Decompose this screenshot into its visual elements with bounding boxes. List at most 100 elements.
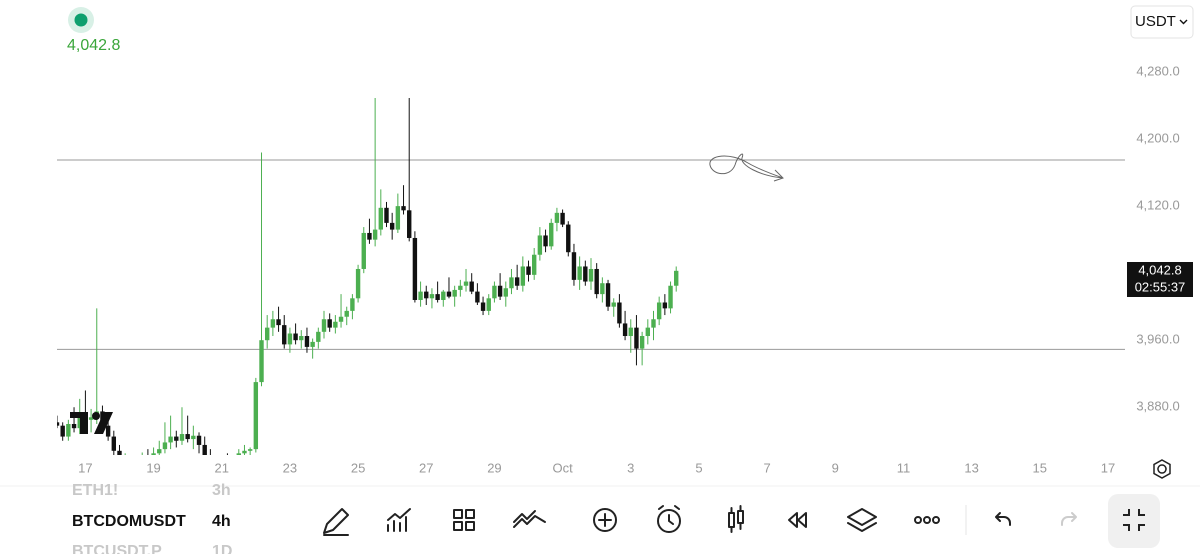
settings-icon[interactable] bbox=[1153, 459, 1171, 479]
undo-tool[interactable] bbox=[995, 512, 1011, 526]
candle-body bbox=[662, 302, 668, 309]
more-dot[interactable] bbox=[932, 516, 940, 524]
chart-type-tool[interactable] bbox=[728, 505, 744, 533]
candle-body bbox=[571, 252, 577, 280]
watchlist-symbol[interactable]: ETH1! bbox=[72, 482, 118, 499]
logo bbox=[70, 412, 113, 434]
templates-tool[interactable] bbox=[453, 509, 475, 531]
candle-body bbox=[583, 266, 588, 282]
candle-body bbox=[469, 281, 474, 292]
candle-body bbox=[503, 288, 508, 297]
alert-tool[interactable] bbox=[657, 509, 681, 533]
watchlist-interval: 4h bbox=[212, 513, 231, 530]
add-tool[interactable] bbox=[593, 508, 617, 532]
candle-body bbox=[236, 453, 241, 455]
candle-body bbox=[316, 331, 321, 342]
candle-body bbox=[57, 422, 60, 426]
fullscreen-icon[interactable] bbox=[1123, 509, 1145, 531]
candle-body bbox=[668, 285, 673, 309]
replay-tool[interactable] bbox=[788, 512, 807, 528]
price-tag bbox=[1127, 262, 1193, 297]
candle-body bbox=[71, 423, 77, 429]
candle-body bbox=[162, 442, 168, 450]
candle-body bbox=[622, 323, 628, 337]
x-tick-label: 27 bbox=[419, 460, 433, 475]
candle-body bbox=[361, 232, 366, 269]
countdown: 02:55:37 bbox=[1135, 279, 1186, 294]
candle-body bbox=[514, 277, 520, 286]
watchlist-interval: 3h bbox=[212, 482, 231, 499]
y-tick-label: 3,880.0 bbox=[1136, 399, 1179, 414]
more-dot[interactable] bbox=[914, 516, 922, 524]
candle-body bbox=[446, 291, 452, 297]
candle-body bbox=[475, 291, 480, 303]
candle-body bbox=[276, 319, 281, 326]
candle-body bbox=[588, 268, 594, 282]
fullscreen-button[interactable] bbox=[1108, 494, 1160, 548]
candle-body bbox=[282, 325, 287, 345]
currency-button[interactable]: USDT bbox=[1130, 5, 1194, 39]
more-dot[interactable] bbox=[923, 516, 931, 524]
chevron[interactable] bbox=[1179, 19, 1188, 25]
candle-body bbox=[628, 327, 633, 337]
candle-body bbox=[321, 319, 327, 332]
candle-body bbox=[134, 468, 138, 475]
candle-body bbox=[253, 382, 259, 450]
compare-tool[interactable] bbox=[513, 510, 546, 528]
add-plus[interactable] bbox=[598, 513, 612, 527]
candle-body bbox=[344, 310, 349, 317]
watchlist-symbol[interactable]: BTCUSDT.P bbox=[72, 543, 162, 554]
redo-tool[interactable] bbox=[1061, 512, 1077, 526]
candle-body bbox=[435, 294, 440, 300]
candle-body bbox=[617, 302, 622, 324]
candle-body bbox=[554, 212, 560, 223]
candle-body bbox=[123, 459, 127, 464]
candle-body bbox=[66, 423, 71, 437]
candle-body bbox=[486, 298, 491, 311]
candle-body bbox=[367, 232, 372, 240]
candle-body bbox=[117, 450, 122, 455]
candle-body bbox=[304, 336, 310, 347]
logo-part bbox=[80, 412, 88, 434]
x-tick-label: 19 bbox=[146, 460, 160, 475]
candle-body bbox=[480, 302, 486, 311]
candle-body bbox=[412, 237, 418, 300]
candle-body bbox=[191, 435, 196, 440]
candle-body bbox=[372, 229, 378, 240]
candle-body bbox=[497, 285, 503, 297]
candle-body bbox=[310, 341, 315, 347]
candle-body bbox=[129, 459, 133, 474]
candle-body bbox=[492, 285, 497, 299]
candle-body bbox=[611, 302, 616, 307]
candle-body bbox=[674, 270, 679, 286]
watchlist-interval: 1D bbox=[212, 543, 232, 554]
candle-body bbox=[520, 266, 526, 286]
x-tick-label: 21 bbox=[215, 460, 229, 475]
candle-body bbox=[452, 289, 457, 297]
candle-body bbox=[231, 459, 235, 466]
candle-body bbox=[651, 319, 656, 328]
candle-body bbox=[338, 316, 344, 322]
candle-body bbox=[242, 450, 247, 454]
draw-tool[interactable] bbox=[323, 508, 349, 536]
x-tick-label: 23 bbox=[283, 460, 297, 475]
currency-box[interactable] bbox=[1130, 5, 1194, 39]
candle-body bbox=[287, 333, 293, 345]
x-tick-label: 7 bbox=[763, 460, 770, 475]
candle-body bbox=[270, 319, 276, 328]
x-tick-label: 9 bbox=[832, 460, 839, 475]
plot-area bbox=[57, 98, 1125, 475]
candle-body bbox=[401, 206, 406, 211]
indicators-tool[interactable] bbox=[387, 508, 411, 532]
candle-body bbox=[566, 224, 571, 253]
alert-hands[interactable] bbox=[658, 505, 680, 525]
candle-body bbox=[418, 291, 423, 300]
candle-body bbox=[531, 254, 537, 275]
candle-body bbox=[537, 235, 543, 255]
watchlist-symbol[interactable]: BTCDOMUSDT bbox=[72, 513, 186, 530]
currency[interactable]: USDT bbox=[1135, 13, 1176, 30]
candle-body bbox=[389, 222, 395, 230]
layers-tool[interactable] bbox=[847, 508, 877, 532]
